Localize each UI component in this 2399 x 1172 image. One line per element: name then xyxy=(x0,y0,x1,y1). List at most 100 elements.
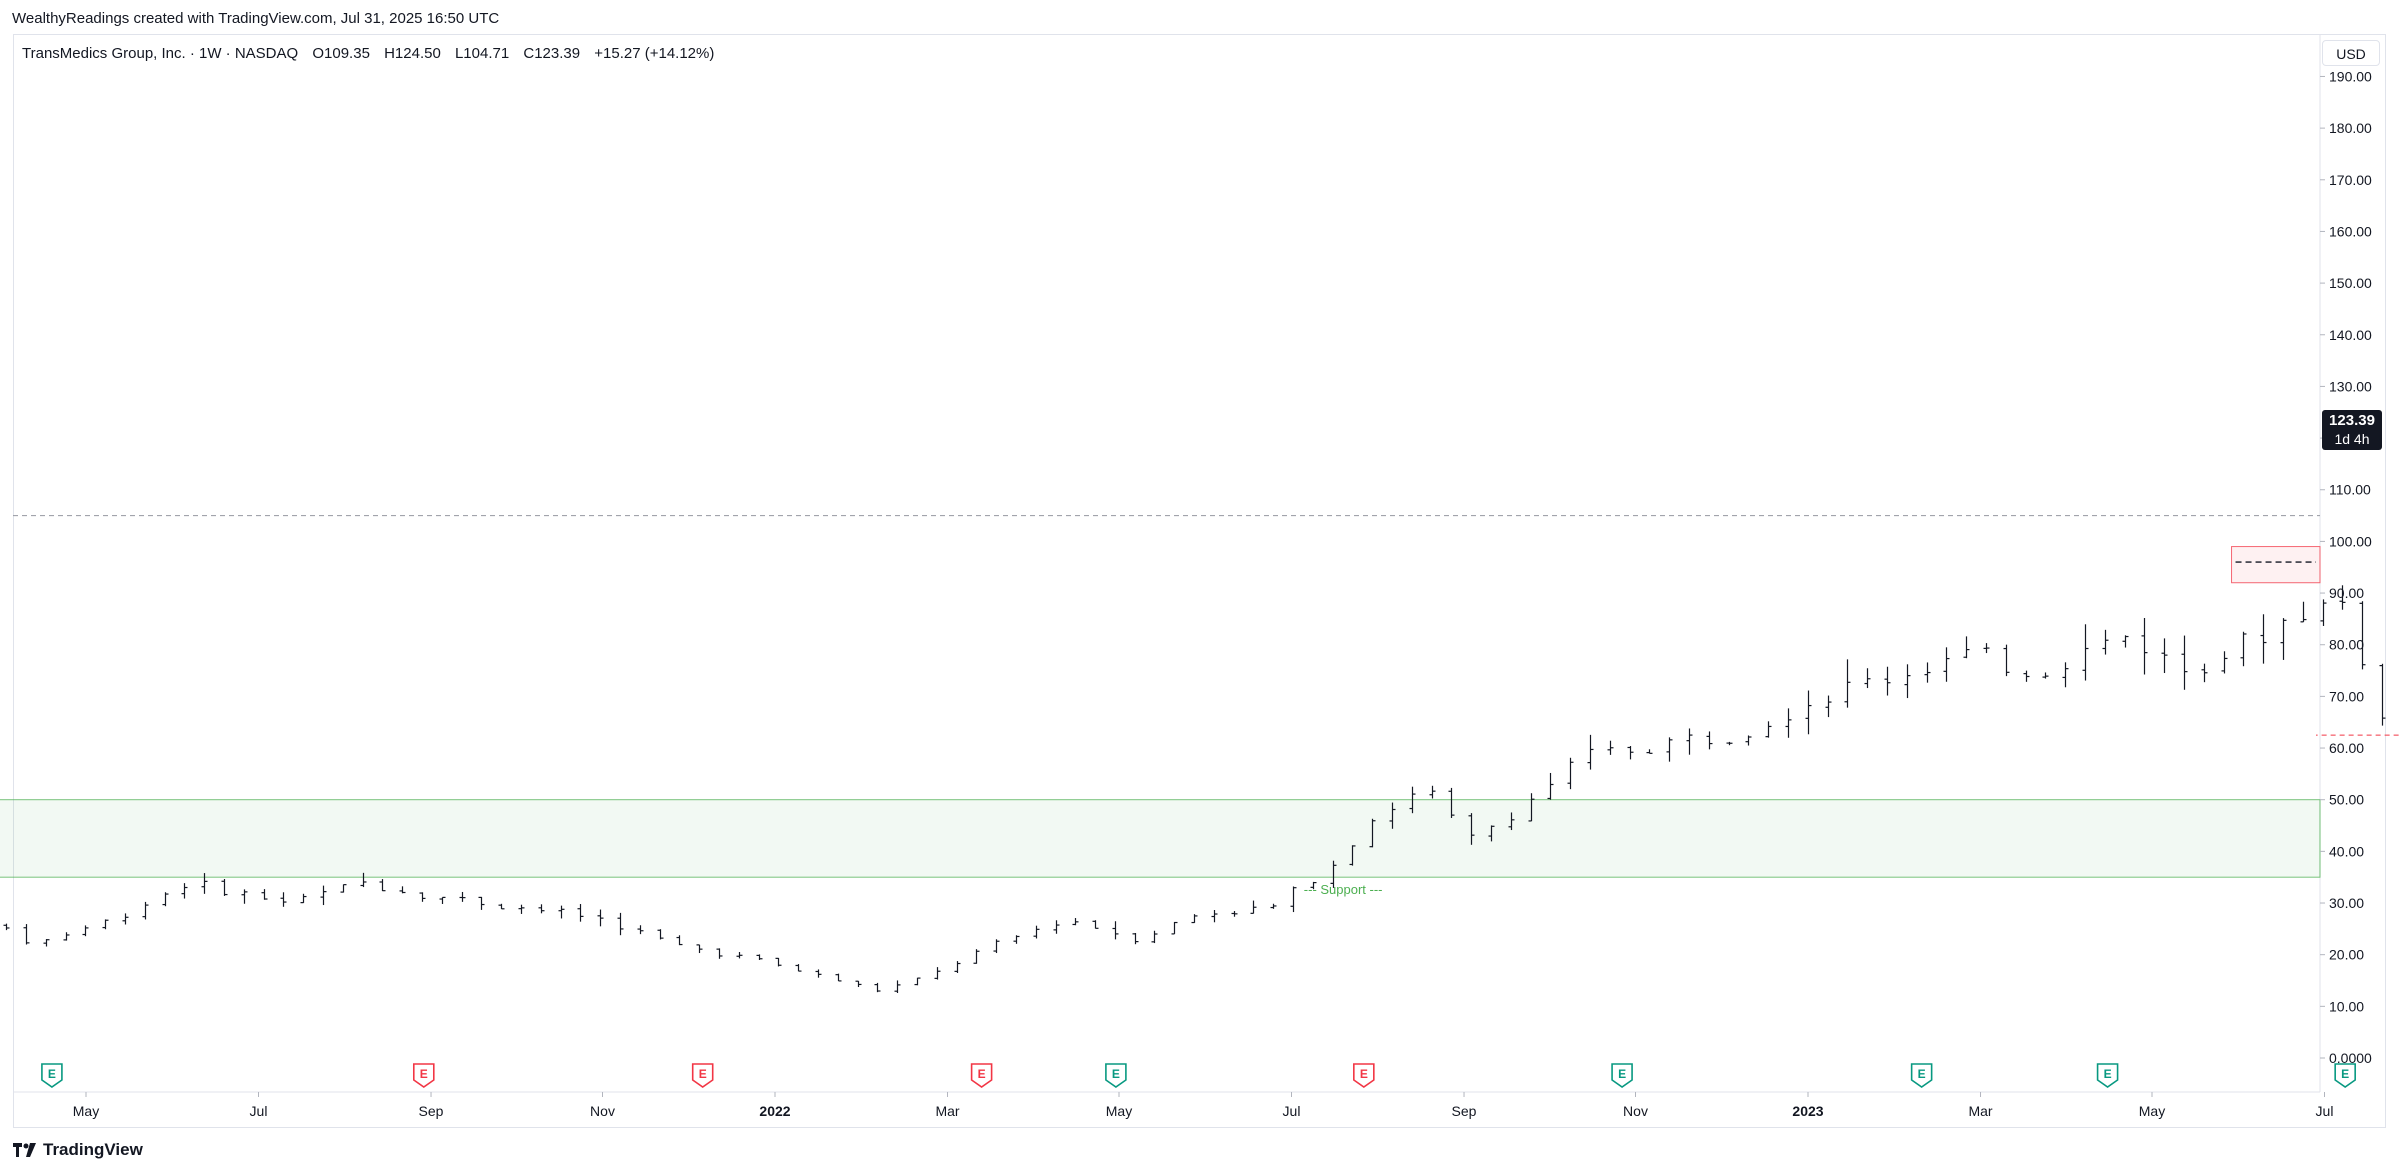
ohlc-bar xyxy=(914,977,921,986)
earnings-badge-icon xyxy=(1910,1063,1933,1088)
y-tick-label: 70.00 xyxy=(2329,688,2364,704)
earnings-marker[interactable]: E xyxy=(1353,1063,1375,1088)
x-tick-label: 2023 xyxy=(1792,1103,1823,1119)
ohlc-bar xyxy=(2161,638,2168,674)
ohlc-bar xyxy=(1132,933,1139,945)
earnings-badge-icon xyxy=(2096,1063,2119,1088)
y-tick-label: 110.00 xyxy=(2329,482,2371,498)
ohlc-bar xyxy=(993,939,1000,954)
ohlc-bar xyxy=(1745,735,1752,746)
ohlc-bars xyxy=(3,585,2386,993)
earnings-marker[interactable]: E xyxy=(1611,1063,1633,1088)
ohlc-bar xyxy=(874,982,881,993)
earnings-badge-icon xyxy=(1105,1063,1127,1088)
ohlc-bar xyxy=(1250,900,1257,914)
legend-change: +15.27 (+14.12%) xyxy=(594,45,715,62)
earnings-badge-icon xyxy=(970,1063,993,1088)
ohlc-bar xyxy=(122,913,129,925)
ohlc-bar xyxy=(478,896,485,910)
ohlc-bar xyxy=(518,904,525,914)
bar-countdown: 1d 4h xyxy=(2334,431,2370,447)
earnings-marker[interactable]: E xyxy=(41,1063,63,1088)
ohlc-bar xyxy=(1844,659,1851,708)
ohlc-bar xyxy=(716,948,723,959)
support-zone-2021 xyxy=(0,799,2321,878)
ohlc-bar xyxy=(498,903,505,910)
ohlc-bar xyxy=(2102,629,2109,655)
x-tick-label: Sep xyxy=(419,1103,444,1119)
last-price-value: 123.39 xyxy=(2329,412,2375,429)
ohlc-bar xyxy=(1330,860,1337,888)
earnings-marker[interactable]: E xyxy=(412,1063,435,1088)
chart-grid xyxy=(13,35,2321,1093)
x-tick-label: Jul xyxy=(2316,1103,2334,1119)
ohlc-bar xyxy=(142,901,149,920)
y-tick-label: 170.00 xyxy=(2329,172,2372,188)
earnings-letter-icon: E xyxy=(48,1067,56,1081)
chart-frame xyxy=(13,34,2386,1128)
ohlc-bar xyxy=(2320,599,2327,626)
ohlc-bar xyxy=(2082,624,2089,681)
ohlc-bar xyxy=(1864,668,1871,689)
earnings-marker[interactable]: E xyxy=(2096,1063,2119,1088)
y-tick-label: 0.0000 xyxy=(2329,1050,2372,1066)
y-tick-label: 10.00 xyxy=(2329,998,2364,1014)
ohlc-bar xyxy=(1072,918,1079,926)
ohlc-bar xyxy=(1706,731,1713,750)
ohlc-bar xyxy=(162,892,169,907)
ohlc-bar xyxy=(973,949,980,964)
ohlc-bar xyxy=(894,980,901,993)
x-tick-label: May xyxy=(1106,1103,1132,1119)
ohlc-bar xyxy=(1983,643,1990,654)
y-tick-label: 150.00 xyxy=(2329,275,2372,291)
earnings-letter-icon: E xyxy=(1918,1067,1926,1081)
legend-close: C123.39 xyxy=(523,45,581,62)
ohlc-bar xyxy=(399,886,406,894)
ohlc-bar xyxy=(1567,757,1574,790)
symbol-legend[interactable]: TransMedics Group, Inc. · 1W · NASDAQ O1… xyxy=(22,45,724,62)
earnings-markers[interactable]: EEEEEEEEEEEEEEEEEE xyxy=(41,1035,2399,1088)
ohlc-bar xyxy=(1528,793,1535,822)
ohlc-bar xyxy=(1349,845,1356,866)
ohlc-bar xyxy=(379,879,386,892)
tradingview-brand[interactable]: TradingView xyxy=(13,1140,143,1160)
ohlc-bar xyxy=(558,905,565,919)
currency-button[interactable]: USD xyxy=(2322,40,2380,66)
earnings-marker[interactable]: E xyxy=(1105,1063,1127,1088)
y-tick-label: 30.00 xyxy=(2329,895,2364,911)
y-tick-label: 130.00 xyxy=(2329,378,2372,394)
ohlc-bar xyxy=(1508,812,1515,831)
ohlc-bar xyxy=(82,925,89,937)
ohlc-bar xyxy=(756,954,763,960)
ohlc-bar xyxy=(1033,925,1040,939)
x-axis[interactable]: May Jul Sep Nov 2022 Mar May Jul Sep Nov 2023 Mar Ma… xyxy=(73,1092,2399,1119)
earnings-marker[interactable]: E xyxy=(1910,1063,1933,1088)
ohlc-bar xyxy=(201,873,208,894)
chart-credit: WealthyReadings created with TradingView… xyxy=(12,10,500,27)
ohlc-bar xyxy=(1448,787,1455,818)
symbol-title[interactable]: TransMedics Group, Inc. · 1W · NASDAQ xyxy=(22,45,299,62)
earnings-marker[interactable]: E xyxy=(2334,1063,2356,1088)
ohlc-bar xyxy=(795,964,802,972)
ohlc-bar xyxy=(300,893,307,904)
ohlc-bar xyxy=(1607,740,1614,755)
y-tick-label: 20.00 xyxy=(2329,947,2364,963)
ohlc-bar xyxy=(1231,911,1238,917)
y-tick-label: 140.00 xyxy=(2329,327,2372,343)
ohlc-bar xyxy=(2201,663,2208,683)
earnings-marker[interactable]: E xyxy=(970,1063,993,1088)
ohlc-bar xyxy=(954,961,961,974)
earnings-marker[interactable]: E xyxy=(691,1063,714,1088)
ohlc-bar xyxy=(1429,785,1436,799)
ohlc-bar xyxy=(1547,772,1554,800)
ohlc-bar xyxy=(2240,631,2247,667)
ohlc-bar xyxy=(23,924,30,945)
y-tick-label: 190.00 xyxy=(2329,68,2372,84)
earnings-letter-icon: E xyxy=(699,1067,707,1081)
ohlc-bar xyxy=(102,919,109,930)
ohlc-bar xyxy=(855,980,862,988)
ohlc-bar xyxy=(1627,746,1634,760)
y-axis[interactable]: 190.00 180.00 170.00 160.00 150.00 140.00 130.… xyxy=(2320,68,2372,1066)
ohlc-bar xyxy=(775,957,782,967)
